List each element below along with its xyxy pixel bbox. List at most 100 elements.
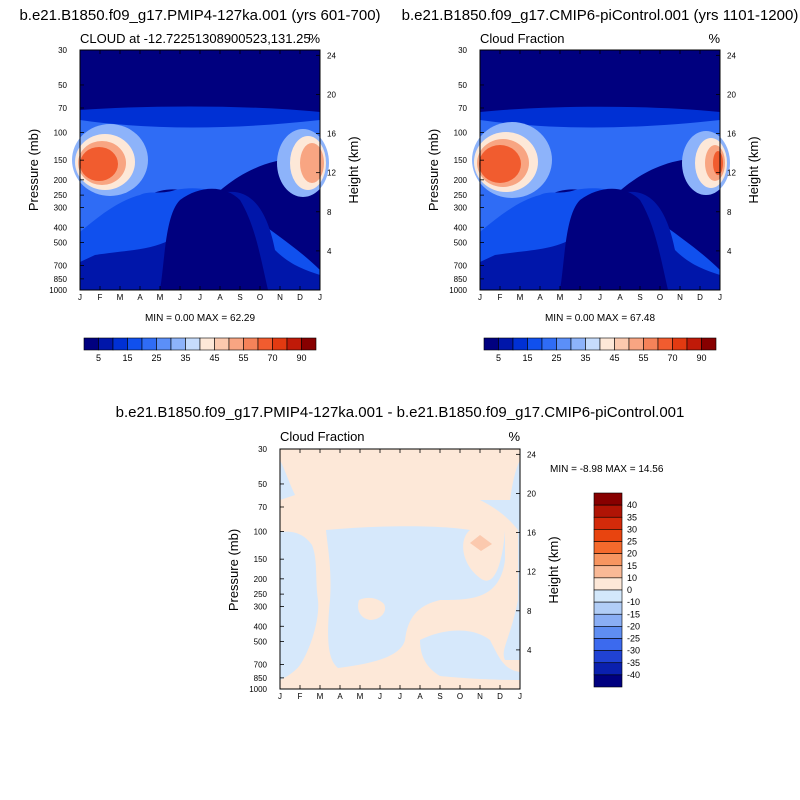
y-right-tick-label: 16: [327, 130, 336, 139]
x-tick-label: D: [497, 692, 503, 701]
colorbar-label: 20: [627, 549, 637, 559]
colorbar-label: -25: [627, 634, 640, 644]
panel2-stats: MIN = 0.00 MAX = 67.48: [545, 313, 655, 324]
colorbar-label: 30: [627, 524, 637, 534]
colorbar-swatch: [185, 337, 201, 351]
y-right-tick-label: 24: [727, 51, 736, 60]
panel3-neg-right: [480, 500, 520, 660]
colorbar-swatch: [272, 337, 288, 351]
colorbar-swatch: [570, 337, 586, 351]
x-tick-label: J: [478, 293, 482, 302]
panel3-neg-bottom-right: [420, 630, 520, 680]
colorbar-swatch: [593, 638, 623, 651]
y-tick-label: 70: [258, 503, 267, 512]
colorbar-label: 15: [627, 561, 637, 571]
y-tick-label: 250: [254, 590, 268, 599]
colorbar-swatch: [643, 337, 659, 351]
y-tick-label: 150: [54, 156, 68, 165]
panel1-stats: MIN = 0.00 MAX = 62.29: [145, 313, 255, 324]
y-tick-label: 1000: [49, 286, 67, 295]
y-tick-label: 700: [54, 262, 68, 271]
colorbar-label: 5: [96, 353, 101, 363]
colorbar-swatch: [593, 650, 623, 664]
colorbar-label: 90: [296, 353, 306, 363]
panel2-plot: [472, 49, 730, 291]
y-tick-label: 400: [54, 223, 68, 232]
panel3-pos-peak: [470, 535, 492, 551]
x-tick-label: J: [378, 692, 382, 701]
colorbar-swatch: [483, 337, 499, 351]
colorbar-swatch: [593, 626, 623, 639]
colorbar-swatch: [286, 337, 302, 351]
x-tick-label: J: [318, 293, 322, 302]
x-tick-label: J: [78, 293, 82, 302]
y-right-tick-label: 4: [527, 646, 532, 655]
y-tick-label: 850: [254, 674, 268, 683]
y-tick-label: 500: [254, 638, 268, 647]
x-tick-label: N: [477, 692, 483, 701]
colorbar-swatch: [593, 492, 623, 506]
colorbar-swatch: [527, 337, 543, 351]
colorbar-label: 0: [627, 585, 632, 595]
y-tick-label: 500: [54, 239, 68, 248]
x-tick-label: J: [518, 692, 522, 701]
panel1-subtitle-right: %: [308, 31, 320, 46]
colorbar-label: -40: [627, 670, 640, 680]
colorbar-label: 35: [627, 512, 637, 522]
y-tick-label: 50: [458, 81, 467, 90]
panel3-colorbar: 40 35 30 25 20 15 10 0 -10 -15 -20 -25 -30 -35 -40: [593, 492, 640, 688]
colorbar-swatch: [127, 337, 143, 351]
colorbar-label: -15: [627, 609, 640, 619]
panel1-max-core: [80, 147, 118, 181]
colorbar-label: -30: [627, 646, 640, 656]
colorbar-swatch: [593, 504, 623, 518]
x-tick-label: J: [198, 293, 202, 302]
colorbar-swatch: [701, 337, 717, 351]
x-tick-label: N: [277, 293, 283, 302]
panel2-max-core: [479, 145, 521, 183]
colorbar-swatch: [593, 613, 623, 627]
colorbar-swatch: [593, 529, 623, 542]
colorbar-label: 15: [522, 353, 532, 363]
colorbar-label: 10: [627, 573, 637, 583]
colorbar-swatch: [512, 337, 528, 351]
y-tick-label: 300: [254, 603, 268, 612]
y-right-tick-label: 8: [327, 208, 332, 217]
panel3-subtitle-right: %: [508, 429, 520, 444]
y-right-tick-label: 24: [327, 51, 336, 60]
x-tick-label: S: [437, 692, 442, 701]
panel1-colorbar: 5 15 25 35 45 55 70 90: [83, 337, 317, 363]
colorbar-swatch: [593, 577, 623, 591]
x-tick-label: F: [98, 293, 103, 302]
panel2-ylabel-right: Height (km): [746, 136, 761, 203]
x-tick-label: S: [637, 293, 642, 302]
y-tick-label: 500: [454, 239, 468, 248]
panel3-plot: [279, 448, 521, 690]
y-tick-label: 200: [254, 575, 268, 584]
colorbar-label: -10: [627, 597, 640, 607]
panel2-subtitle-right: %: [708, 31, 720, 46]
colorbar-swatch: [214, 337, 230, 351]
y-tick-label: 200: [454, 176, 468, 185]
x-tick-label: A: [417, 692, 423, 701]
colorbar-label: -20: [627, 621, 640, 631]
y-right-tick-label: 24: [527, 450, 536, 459]
x-tick-label: M: [317, 692, 324, 701]
y-right-tick-label: 16: [727, 130, 736, 139]
colorbar-swatch: [686, 337, 702, 351]
colorbar-swatch: [614, 337, 630, 351]
colorbar-swatch: [593, 601, 623, 615]
panel2-contour-core: [560, 188, 668, 290]
x-tick-label: A: [217, 293, 223, 302]
y-tick-label: 200: [54, 176, 68, 185]
colorbar-swatch: [593, 516, 623, 530]
panel2-max2-center: [713, 151, 723, 175]
y-tick-label: 70: [58, 104, 67, 113]
panel2-ylabel: Pressure (mb): [426, 129, 441, 211]
x-tick-label: F: [298, 692, 303, 701]
panel3-neg-topleft: [280, 460, 295, 500]
y-tick-label: 1000: [249, 685, 267, 694]
panel3-subtitle-left: Cloud Fraction: [280, 429, 365, 444]
y-tick-label: 250: [454, 191, 468, 200]
